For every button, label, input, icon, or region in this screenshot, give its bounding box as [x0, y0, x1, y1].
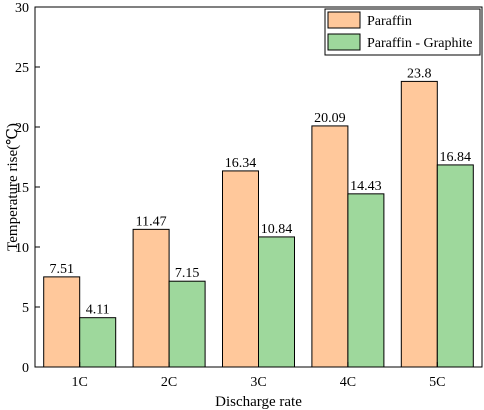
x-tick-label: 4C — [340, 375, 356, 390]
bar-paraffin — [132, 228, 170, 368]
bar-paraffin-graphite — [347, 193, 385, 368]
bar-value-label: 16.34 — [225, 156, 257, 171]
bar-value-label: 10.84 — [261, 222, 293, 237]
bar-value-label: 16.84 — [440, 150, 472, 165]
y-axis-title: Temperature rise(℃) — [5, 123, 21, 251]
bar-value-label: 4.11 — [86, 303, 110, 318]
legend-swatch — [327, 33, 361, 51]
bar-value-label: 23.8 — [407, 66, 432, 81]
legend-label: Paraffin - Graphite — [367, 36, 472, 51]
bar-value-label: 11.47 — [136, 214, 167, 229]
y-axis: 0 5 10 15 20 25 30 — [15, 1, 40, 376]
y-tick-label: 30 — [15, 1, 29, 16]
y-tick-label: 25 — [15, 61, 29, 76]
bar-paraffin — [222, 170, 259, 368]
x-tick-label: 3C — [250, 375, 266, 390]
legend: Paraffin Paraffin - Graphite — [324, 8, 481, 56]
y-tick-label: 10 — [15, 241, 29, 256]
bar-paraffin-graphite — [258, 236, 295, 368]
y-tick-label: 20 — [15, 121, 29, 136]
y-tick-label: 15 — [15, 181, 29, 196]
bar-paraffin-graphite — [168, 280, 206, 368]
x-tick-label: 5C — [429, 375, 445, 390]
bar-paraffin-graphite — [79, 317, 117, 368]
bar-paraffin — [43, 276, 81, 368]
data-labels-group: 7.51 4.11 11.47 7.15 16.34 10.84 20.09 14.43 23.… — [49, 66, 471, 317]
y-tick-label: 0 — [22, 361, 29, 376]
bar-paraffin — [311, 125, 349, 368]
x-axis-title: Discharge rate — [215, 394, 302, 410]
bar-paraffin — [400, 80, 438, 368]
bar-value-label: 14.43 — [350, 179, 382, 194]
bar-value-label: 7.51 — [49, 262, 74, 277]
bars-group — [43, 80, 474, 368]
bar-value-label: 7.15 — [175, 266, 200, 281]
legend-label: Paraffin — [367, 14, 412, 29]
x-tick-label: 1C — [72, 375, 88, 390]
bar-value-label: 20.09 — [314, 111, 346, 126]
x-axis: 1C 2C 3C 4C 5C — [72, 362, 445, 390]
bar-paraffin-graphite — [436, 164, 474, 368]
plot-frame — [34, 6, 483, 368]
y-tick-label: 5 — [22, 301, 29, 316]
x-tick-label: 2C — [161, 375, 177, 390]
legend-swatch — [327, 11, 361, 29]
